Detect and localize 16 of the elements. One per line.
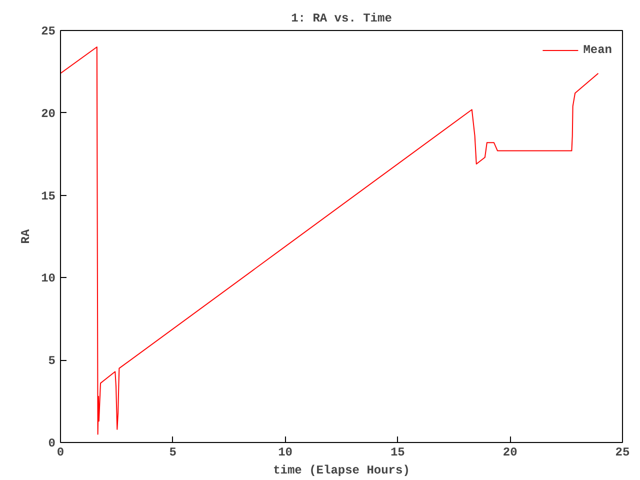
y-tick-label: 20 (41, 106, 56, 121)
y-tick-label: 15 (41, 189, 56, 204)
x-axis-title: time (Elapse Hours) (273, 464, 410, 478)
x-tick-label: 15 (390, 446, 405, 460)
x-tick-label: 20 (502, 446, 518, 460)
x-tick-label: 5 (169, 446, 177, 460)
x-tick-label: 10 (278, 446, 293, 460)
x-tick-label: 25 (615, 446, 630, 460)
y-tick-label: 10 (41, 272, 56, 286)
legend-label: Mean (583, 43, 612, 57)
x-tick-label: 0 (56, 446, 64, 460)
y-tick-label: 0 (48, 436, 56, 450)
y-axis-title: RA (19, 228, 34, 244)
y-tick-label: 25 (41, 24, 56, 38)
y-tick-label: 5 (48, 354, 56, 368)
chart-title: 1: RA vs. Time (291, 12, 392, 26)
